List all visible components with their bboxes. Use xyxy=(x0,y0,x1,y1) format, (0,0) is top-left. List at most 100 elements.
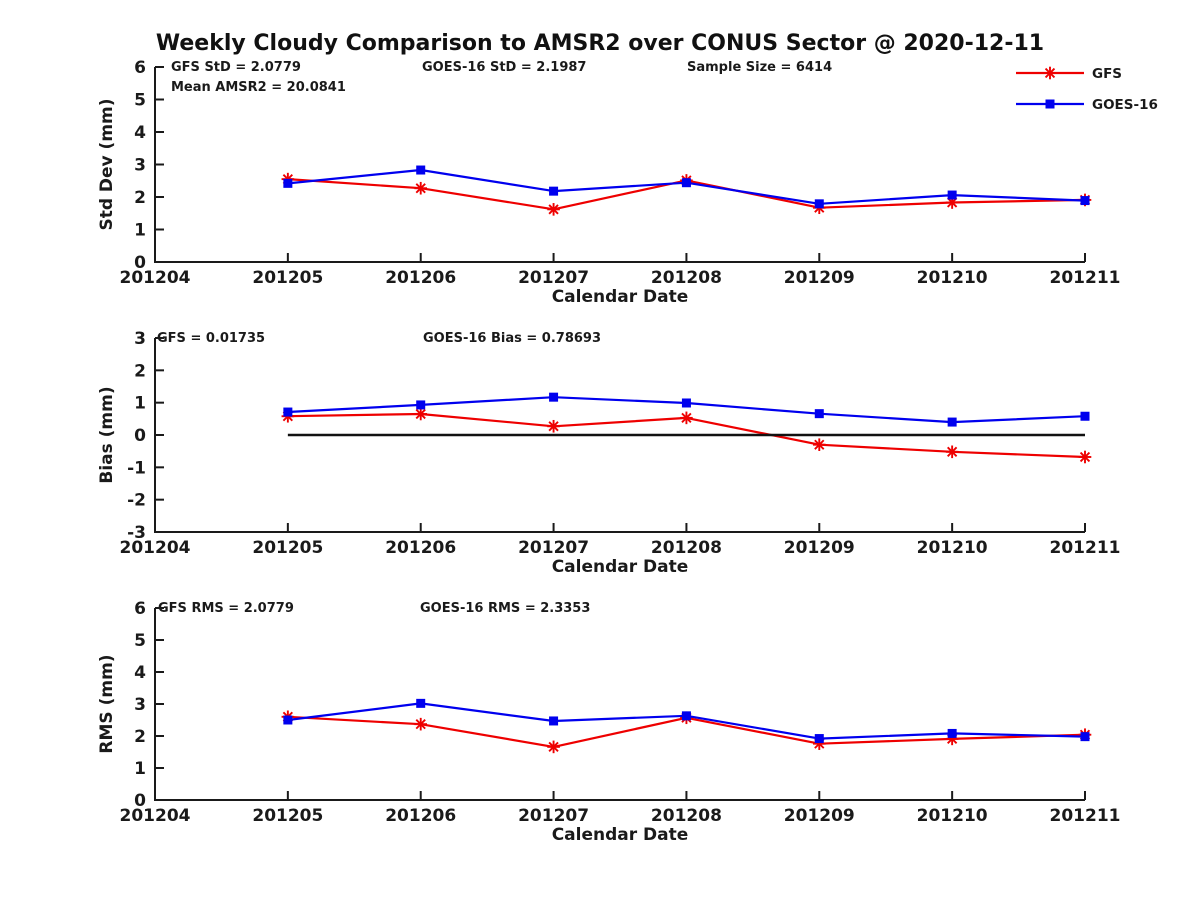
series-marker-goes-16 xyxy=(1080,732,1090,742)
series-marker-goes-16 xyxy=(283,178,293,188)
y-tick-label: 1 xyxy=(134,759,146,779)
x-tick-label: 201210 xyxy=(917,806,988,826)
x-tick-label: 201206 xyxy=(385,806,456,826)
y-tick-label: 3 xyxy=(134,329,146,349)
legend-swatch-marker xyxy=(1043,66,1057,80)
x-tick-label: 201206 xyxy=(385,538,456,558)
series-marker-gfs xyxy=(414,181,428,195)
series-marker-goes-16 xyxy=(416,698,426,708)
x-tick-label: 201211 xyxy=(1050,806,1121,826)
y-axis-title: Std Dev (mm) xyxy=(97,98,117,230)
x-tick-label: 201205 xyxy=(252,806,323,826)
y-tick-label: 0 xyxy=(134,791,146,811)
y-axis-title: RMS (mm) xyxy=(97,654,117,753)
series-marker-goes-16 xyxy=(814,409,824,419)
series-marker-gfs xyxy=(945,196,959,209)
series-marker-gfs xyxy=(945,445,959,459)
figure-title: Weekly Cloudy Comparison to AMSR2 over C… xyxy=(155,31,1045,56)
y-tick-label: -1 xyxy=(127,458,146,478)
x-axis-title: Calendar Date xyxy=(552,287,689,307)
x-tick-label: 201204 xyxy=(120,538,191,558)
stat-annotation: GOES-16 Bias = 0.78693 xyxy=(423,331,601,346)
x-tick-label: 201211 xyxy=(1050,538,1121,558)
y-tick-label: 2 xyxy=(134,361,146,381)
stat-annotation: Mean AMSR2 = 20.0841 xyxy=(171,80,346,95)
x-tick-label: 201208 xyxy=(651,268,722,288)
x-tick-label: 201207 xyxy=(518,806,589,826)
series-marker-gfs xyxy=(414,407,428,421)
x-tick-label: 201209 xyxy=(784,806,855,826)
stat-annotation: GOES-16 RMS = 2.3353 xyxy=(420,601,590,616)
legend-label: GFS xyxy=(1092,66,1122,82)
legend-label: GOES-16 xyxy=(1092,97,1158,113)
stat-annotation: GFS = 0.01735 xyxy=(157,331,265,346)
subplot-2: 201204 201205 201206 201207 201208 201209 2012… xyxy=(97,329,1120,577)
stat-annotation: GFS StD = 2.0779 xyxy=(171,60,301,75)
series-marker-goes-16 xyxy=(283,407,293,417)
legend-item-gfs: GFS xyxy=(1016,66,1122,82)
legend-item-goes-16: GOES-16 xyxy=(1016,97,1158,113)
series-marker-gfs xyxy=(547,740,560,754)
subplot-3: 201204 201205 201206 201207 201208 201209 2012… xyxy=(97,599,1120,845)
y-tick-label: 6 xyxy=(134,599,146,619)
series-marker-goes-16 xyxy=(416,165,426,175)
stat-annotation: GOES-16 StD = 2.1987 xyxy=(422,60,586,75)
stat-annotation: GFS RMS = 2.0779 xyxy=(158,601,294,616)
y-tick-label: 3 xyxy=(134,155,146,175)
series-marker-goes-16 xyxy=(681,178,691,188)
series-marker-goes-16 xyxy=(1080,411,1090,421)
x-tick-label: 201205 xyxy=(252,538,323,558)
y-tick-label: 4 xyxy=(134,123,146,143)
x-tick-label: 201210 xyxy=(917,538,988,558)
x-tick-label: 201205 xyxy=(252,268,323,288)
x-tick-label: 201204 xyxy=(120,268,191,288)
series-marker-goes-16 xyxy=(1080,196,1090,206)
legend: GFS GOES-16 xyxy=(1016,66,1158,113)
y-tick-label: 2 xyxy=(134,188,146,208)
subplot-1: 201204 201205 201206 201207 201208 201209 2012… xyxy=(97,58,1120,307)
x-tick-label: 201210 xyxy=(917,268,988,288)
series-marker-goes-16 xyxy=(814,734,824,744)
y-tick-label: -3 xyxy=(127,523,146,543)
series-marker-gfs xyxy=(547,203,560,216)
x-tick-label: 201204 xyxy=(120,806,191,826)
x-tick-label: 201208 xyxy=(651,806,722,826)
x-tick-label: 201209 xyxy=(784,268,855,288)
series-marker-goes-16 xyxy=(549,716,559,726)
x-tick-label: 201211 xyxy=(1050,268,1121,288)
series-marker-goes-16 xyxy=(549,186,559,196)
stat-annotation: Sample Size = 6414 xyxy=(687,60,832,75)
y-tick-label: 0 xyxy=(134,426,146,446)
series-marker-goes-16 xyxy=(283,715,293,725)
x-tick-label: 201209 xyxy=(784,538,855,558)
series-marker-gfs xyxy=(680,411,693,425)
series-marker-goes-16 xyxy=(549,392,559,402)
legend-swatch-marker xyxy=(1045,99,1055,109)
y-tick-label: 5 xyxy=(134,90,146,110)
y-tick-label: 1 xyxy=(134,394,146,414)
series-marker-goes-16 xyxy=(947,190,957,200)
y-tick-label: 2 xyxy=(134,727,146,747)
y-tick-label: -2 xyxy=(127,491,146,511)
x-axis-title: Calendar Date xyxy=(552,825,689,845)
series-marker-goes-16 xyxy=(814,199,824,209)
series-marker-goes-16 xyxy=(681,398,691,408)
series-marker-goes-16 xyxy=(416,400,426,410)
y-tick-label: 3 xyxy=(134,695,146,715)
y-tick-label: 4 xyxy=(134,663,146,683)
series-marker-gfs xyxy=(1078,450,1092,464)
series-marker-goes-16 xyxy=(947,728,957,738)
x-tick-label: 201208 xyxy=(651,538,722,558)
x-tick-label: 201206 xyxy=(385,268,456,288)
x-tick-label: 201207 xyxy=(518,268,589,288)
series-marker-goes-16 xyxy=(947,417,957,427)
x-axis-title: Calendar Date xyxy=(552,557,689,577)
y-tick-label: 1 xyxy=(134,220,146,240)
y-tick-label: 5 xyxy=(134,631,146,651)
series-marker-goes-16 xyxy=(681,711,691,721)
series-marker-gfs xyxy=(547,419,560,433)
series-marker-gfs xyxy=(812,438,826,451)
x-tick-label: 201207 xyxy=(518,538,589,558)
